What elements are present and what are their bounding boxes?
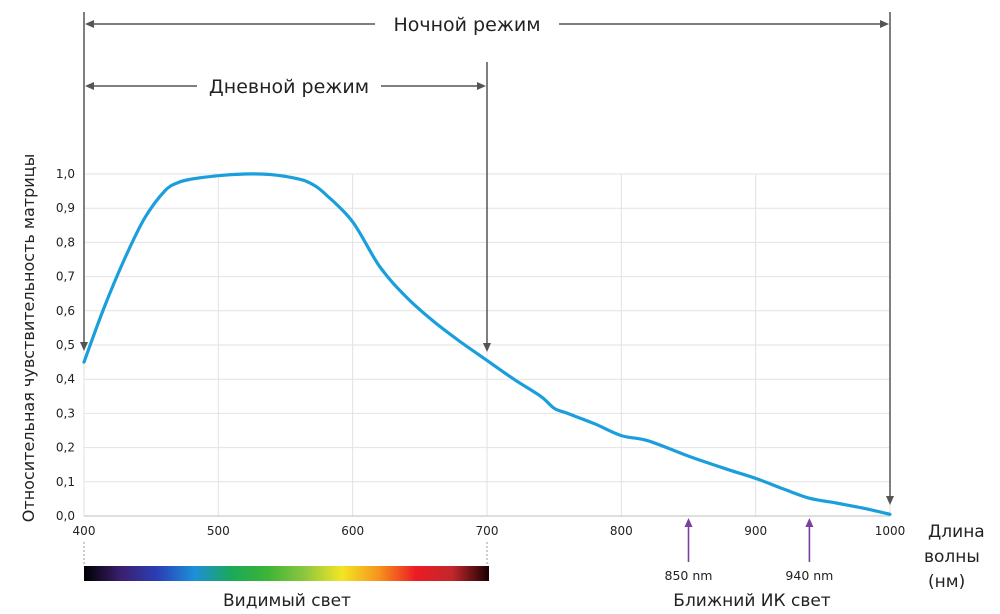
y-axis-label: Относительная чувствительность матрицы (19, 154, 38, 522)
day-mode-end-arrowhead (483, 343, 491, 352)
x-tick-label: 900 (744, 524, 767, 538)
x-tick-label: 600 (341, 524, 364, 538)
x-axis-label-line-2: волны (924, 547, 980, 567)
x-axis-label-line-3: (нм) (928, 572, 965, 592)
x-tick-label: 500 (207, 524, 230, 538)
y-tick-label: 0,6 (56, 304, 75, 318)
y-tick-label: 0,2 (56, 441, 75, 455)
y-tick-label: 0,5 (56, 338, 75, 352)
y-tick-label: 0,1 (56, 475, 75, 489)
y-tick-label: 0,0 (56, 509, 75, 523)
y-tick-label: 1,0 (56, 167, 75, 181)
x-axis-label-line-1: Длина (928, 522, 985, 542)
wavelength-markers: 850 nm 940 nm (665, 518, 833, 583)
series (82, 172, 892, 516)
x-tick-label: 1000 (875, 524, 906, 538)
night-mode-label: Ночной режим (393, 14, 540, 36)
visible-light-label: Видимый свет (223, 591, 351, 611)
x-tick-label: 700 (476, 524, 499, 538)
y-tick-label: 0,4 (56, 372, 75, 386)
night-mode-end-arrowhead (886, 496, 894, 505)
range-start-arrowhead (80, 342, 88, 351)
sensitivity-curve (82, 172, 892, 516)
y-tick-label: 0,9 (56, 201, 75, 215)
day-mode-arrowhead-left (85, 82, 94, 90)
visible-spectrum-bar (84, 566, 489, 581)
y-tick-label: 0,7 (56, 270, 75, 284)
x-tick-label: 800 (610, 524, 633, 538)
marker-arrowhead (684, 518, 693, 527)
marker-arrowhead (805, 518, 814, 527)
marker-label: 850 nm (665, 568, 713, 583)
near-ir-label: Ближний ИК свет (673, 591, 831, 611)
night-mode-arrowhead-right (880, 20, 889, 28)
day-mode-label: Дневной режим (209, 76, 369, 98)
day-mode-arrowhead-right (477, 82, 486, 90)
night-mode-arrowhead-left (85, 20, 94, 28)
axis-ticks: 0,0 0,1 0,2 0,3 0,4 0,5 0,6 0,7 0,8 0,9 1,0 400 500 6… (56, 167, 905, 564)
y-tick-label: 0,8 (56, 235, 75, 249)
x-tick-label: 400 (73, 524, 96, 538)
marker-label: 940 nm (785, 568, 833, 583)
y-tick-label: 0,3 (56, 406, 75, 420)
mode-ranges: Ночной режим Дневной режим (80, 12, 894, 505)
